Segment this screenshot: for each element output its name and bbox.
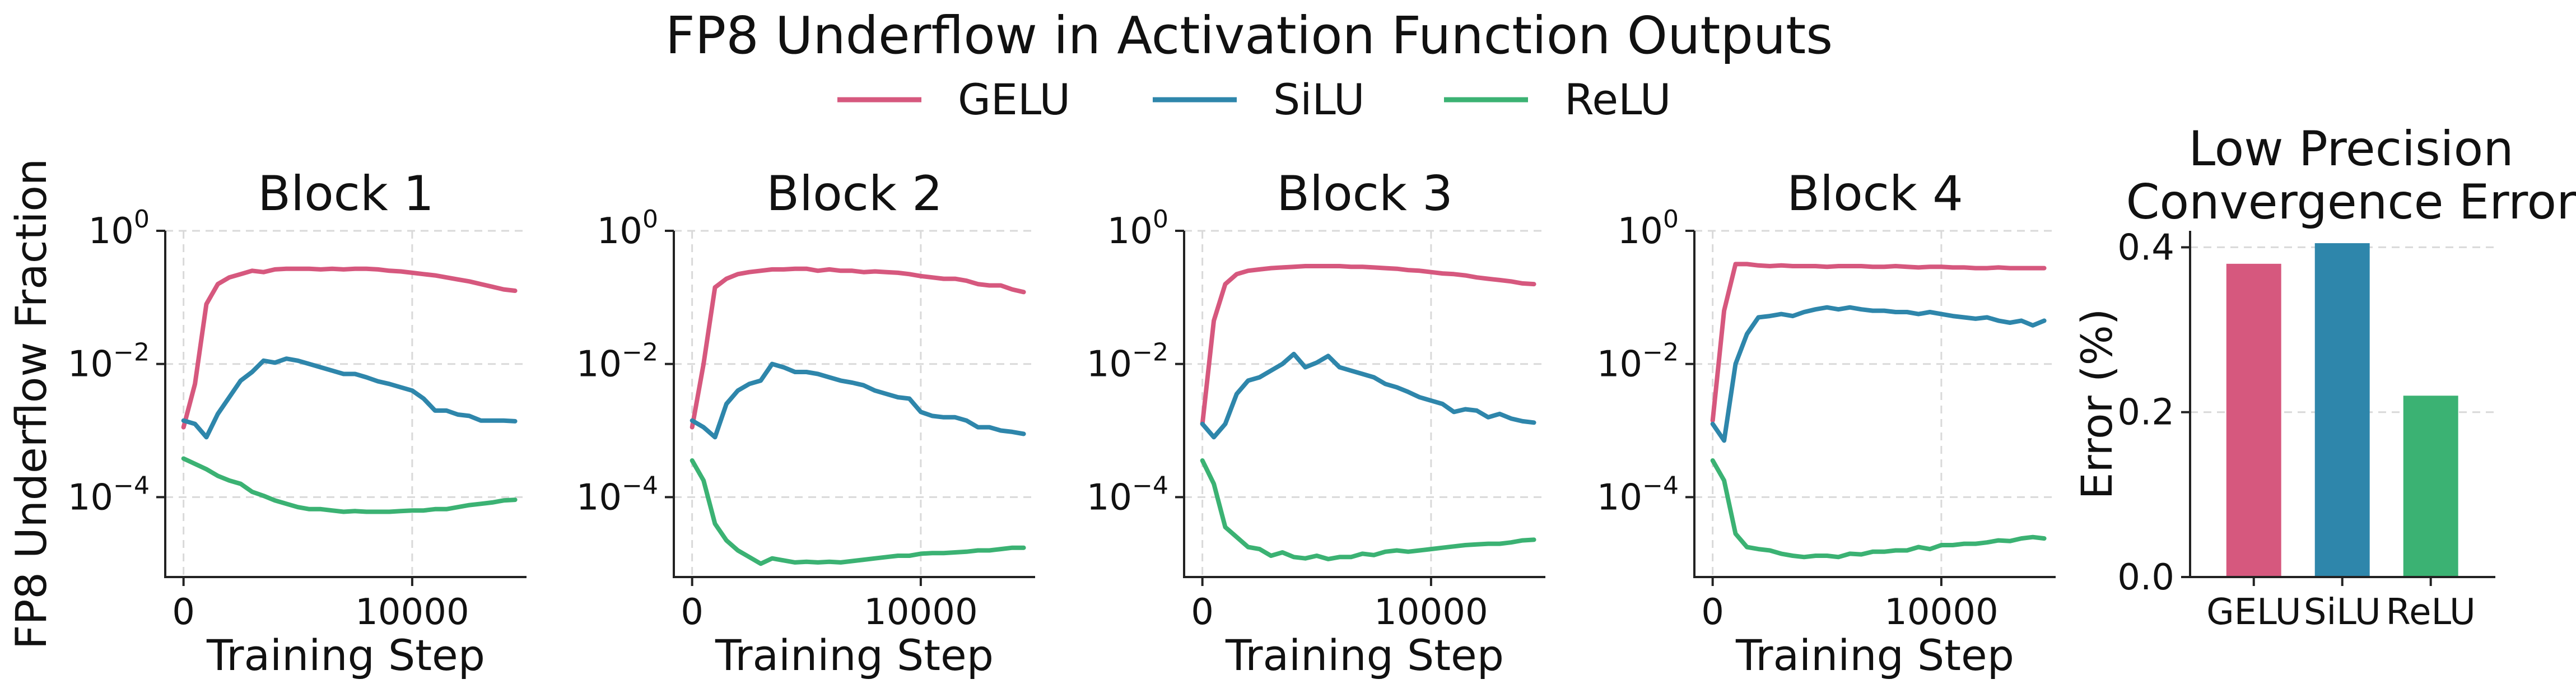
y-tick-exp: −2 — [113, 338, 150, 367]
x-tick-label: 0 — [681, 592, 704, 633]
y-tick-label: 10−4 — [576, 471, 658, 518]
series-line-silu — [181, 356, 518, 440]
x-axis-label: Training Step — [206, 630, 485, 680]
y-tick-label: 0.2 — [2117, 392, 2174, 434]
y-tick-label: 100 — [88, 205, 150, 252]
panel-title-line: Low Precision — [2188, 121, 2513, 177]
axes-spine — [673, 231, 1035, 578]
y-tick-base: 10 — [88, 211, 134, 252]
y-tick-label: 100 — [597, 205, 658, 252]
series-line-relu — [1710, 458, 2047, 560]
x-tick-label: 10000 — [864, 592, 978, 633]
series-line-gelu — [1710, 262, 2047, 423]
x-tick-label: ReLU — [2386, 592, 2476, 633]
bar-silu — [2314, 243, 2370, 578]
series-line-gelu — [181, 266, 518, 430]
y-axis-label: FP8 Underflow Fraction — [6, 159, 56, 649]
y-tick-label: 10−4 — [68, 471, 150, 518]
x-tick-label: GELU — [2206, 592, 2301, 633]
y-tick-exp: 0 — [1153, 205, 1168, 234]
x-axis-label: Training Step — [715, 630, 994, 680]
series-line-relu — [690, 458, 1026, 566]
y-tick-exp: −4 — [113, 471, 150, 500]
y-tick-base: 10 — [1597, 477, 1642, 518]
y-tick-label: 10−2 — [1597, 338, 1679, 385]
legend-label-relu: ReLU — [1564, 75, 1671, 124]
y-axis-label: Error (%) — [2072, 309, 2122, 500]
series-line-gelu — [690, 266, 1026, 430]
x-axis-label: Training Step — [1225, 630, 1504, 680]
panel-convergence-error: GELU SiLU ReLU 0.0 0.2 0.4 Low PrecisionConver… — [2072, 121, 2576, 633]
bar-gelu — [2226, 263, 2281, 577]
x-tick-label: 0 — [1701, 592, 1724, 633]
y-tick-exp: −2 — [622, 338, 658, 367]
panel-title: Block 2 — [766, 166, 943, 222]
y-tick-base: 10 — [1107, 211, 1153, 252]
axes-spine — [164, 231, 527, 578]
y-tick-label: 100 — [1618, 205, 1679, 252]
legend-label-silu: SiLU — [1273, 75, 1365, 124]
legend-label-gelu: GELU — [958, 75, 1070, 124]
panel-title: Block 3 — [1277, 166, 1453, 222]
x-tick-label: 0 — [172, 592, 195, 633]
y-tick-label: 10−2 — [68, 338, 150, 385]
x-tick-label: SiLU — [2304, 592, 2381, 633]
series-line-silu — [1200, 351, 1536, 440]
y-tick-base: 10 — [1087, 344, 1132, 385]
y-tick-label: 0.0 — [2117, 557, 2174, 598]
y-tick-base: 10 — [576, 344, 622, 385]
y-tick-exp: −2 — [1642, 338, 1679, 367]
y-tick-base: 10 — [68, 344, 113, 385]
y-tick-label: 10−2 — [576, 338, 658, 385]
y-tick-label: 10−4 — [1597, 471, 1679, 518]
series-line-silu — [690, 361, 1026, 440]
panel-title-line: Convergence Error — [2126, 174, 2576, 230]
axes-spine — [1693, 231, 2056, 578]
y-tick-exp: −4 — [1132, 471, 1168, 500]
panel-title: Block 4 — [1787, 166, 1963, 222]
series-line-gelu — [1200, 264, 1536, 426]
y-tick-exp: −2 — [1132, 338, 1168, 367]
y-tick-exp: 0 — [642, 205, 658, 234]
series-line-relu — [1200, 458, 1536, 561]
y-tick-exp: 0 — [134, 205, 150, 234]
x-tick-label: 10000 — [355, 592, 469, 633]
y-tick-base: 10 — [597, 211, 642, 252]
y-tick-base: 10 — [68, 477, 113, 518]
series-line-relu — [181, 456, 518, 514]
y-tick-base: 10 — [1618, 211, 1663, 252]
x-tick-label: 10000 — [1374, 592, 1488, 633]
y-tick-label: 10−2 — [1087, 338, 1168, 385]
y-tick-exp: −4 — [1642, 471, 1679, 500]
y-tick-label: 10−4 — [1087, 471, 1168, 518]
series-line-silu — [1710, 305, 2047, 443]
y-tick-base: 10 — [1597, 344, 1642, 385]
figure-title: FP8 Underflow in Activation Function Out… — [665, 6, 1833, 66]
legend: GELU SiLU ReLU — [837, 75, 1671, 124]
x-axis-label: Training Step — [1735, 630, 2014, 680]
y-tick-label: 0.4 — [2117, 227, 2174, 268]
y-tick-exp: 0 — [1663, 205, 1679, 234]
panel-title: Block 1 — [258, 166, 434, 222]
bar-relu — [2403, 396, 2458, 577]
x-tick-label: 0 — [1191, 592, 1214, 633]
y-tick-base: 10 — [1087, 477, 1132, 518]
y-tick-base: 10 — [576, 477, 622, 518]
x-tick-label: 10000 — [1884, 592, 1999, 633]
y-tick-label: 100 — [1107, 205, 1168, 252]
y-tick-exp: −4 — [622, 471, 658, 500]
axes-spine — [1183, 231, 1545, 578]
